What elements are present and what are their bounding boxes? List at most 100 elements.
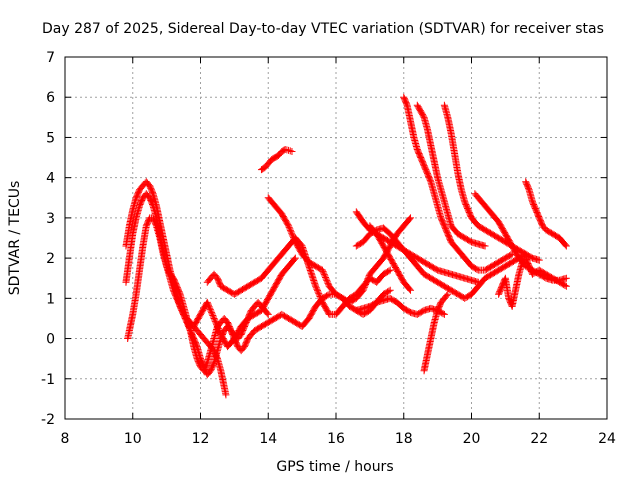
y-tick-label: 4 — [46, 171, 55, 187]
y-tick-label: 5 — [46, 130, 55, 146]
data-point — [205, 301, 213, 309]
data-point — [211, 317, 219, 325]
x-tick-label: 20 — [463, 431, 481, 447]
data-point — [360, 283, 368, 291]
series-track-9 — [366, 222, 415, 294]
data-point — [316, 293, 324, 301]
data-point — [291, 254, 299, 262]
data-point — [152, 221, 160, 229]
x-tick-label: 18 — [395, 431, 413, 447]
data-point — [419, 112, 427, 120]
data-point — [212, 319, 220, 327]
data-point — [216, 328, 224, 336]
data-point — [473, 265, 481, 273]
data-point — [507, 251, 515, 259]
data-point — [440, 310, 448, 318]
data-point — [210, 314, 218, 322]
series-track-11 — [400, 93, 516, 274]
data-point — [286, 225, 294, 233]
data-point — [317, 294, 325, 302]
chart-title: Day 287 of 2025, Sidereal Day-to-day VTE… — [42, 21, 604, 37]
data-point — [286, 226, 294, 234]
data-point — [406, 215, 414, 223]
x-tick-label: 24 — [598, 431, 616, 447]
series-track-16 — [420, 290, 452, 375]
data-point — [361, 282, 369, 290]
series-track-6 — [264, 194, 415, 306]
series-track-18 — [190, 254, 299, 351]
y-tick-label: 0 — [46, 332, 55, 348]
data-point — [318, 266, 326, 274]
data-point — [319, 268, 327, 276]
data-point — [222, 391, 230, 399]
data-point — [285, 223, 293, 231]
data-point — [525, 184, 533, 192]
data-point — [312, 282, 320, 290]
data-point — [385, 287, 393, 295]
data-point — [385, 267, 393, 275]
data-point — [285, 146, 293, 154]
data-point — [313, 285, 321, 293]
data-point — [290, 255, 298, 263]
data-point — [386, 266, 394, 274]
y-tick-label: -2 — [41, 412, 55, 428]
data-point — [213, 353, 221, 361]
data-point — [213, 320, 221, 328]
tick-marks — [64, 56, 608, 420]
y-tick-label: 2 — [46, 251, 55, 267]
data-point — [407, 214, 415, 222]
y-tick-label: 3 — [46, 211, 55, 227]
series-track-8 — [352, 224, 530, 302]
y-tick-label: 6 — [46, 90, 55, 106]
series-track-5 — [257, 146, 296, 174]
data-point — [286, 147, 294, 155]
data-point — [208, 310, 216, 318]
data-point — [214, 325, 222, 333]
data-point — [426, 176, 434, 184]
data-point — [360, 285, 368, 293]
data-point — [203, 360, 211, 368]
data-point — [323, 276, 331, 284]
data-point — [359, 286, 367, 294]
data-point — [364, 275, 372, 283]
data-point — [362, 280, 370, 288]
data-point — [406, 285, 414, 293]
data-point — [209, 313, 217, 321]
data-point — [321, 272, 329, 280]
data-point — [562, 242, 570, 250]
data-point — [149, 188, 157, 196]
y-tick-label: 1 — [46, 291, 55, 307]
data-point — [444, 290, 452, 298]
data-point — [322, 275, 330, 283]
data-point — [314, 288, 322, 296]
data-point — [285, 222, 293, 230]
x-tick-label: 10 — [124, 431, 142, 447]
data-point — [439, 310, 447, 318]
data-point — [443, 292, 451, 300]
data-point — [207, 307, 215, 315]
data-point — [315, 290, 323, 298]
data-point — [176, 289, 184, 297]
data-point — [314, 287, 322, 295]
data-point — [211, 316, 219, 324]
data-point — [209, 360, 217, 368]
data-point — [290, 235, 298, 243]
series-track-12 — [413, 101, 489, 250]
data-point — [204, 300, 212, 308]
data-point — [206, 306, 214, 314]
data-point — [209, 312, 217, 320]
data-point — [288, 229, 296, 237]
x-tick-label: 14 — [259, 431, 277, 447]
series-track-15 — [522, 178, 570, 250]
data-point — [320, 269, 328, 277]
data-point — [290, 234, 298, 242]
data-point — [562, 274, 570, 282]
data-point — [561, 241, 569, 249]
data-point — [562, 282, 570, 290]
data-point — [288, 148, 296, 156]
data-point — [214, 323, 222, 331]
data-point — [317, 295, 325, 303]
data-point — [363, 276, 371, 284]
